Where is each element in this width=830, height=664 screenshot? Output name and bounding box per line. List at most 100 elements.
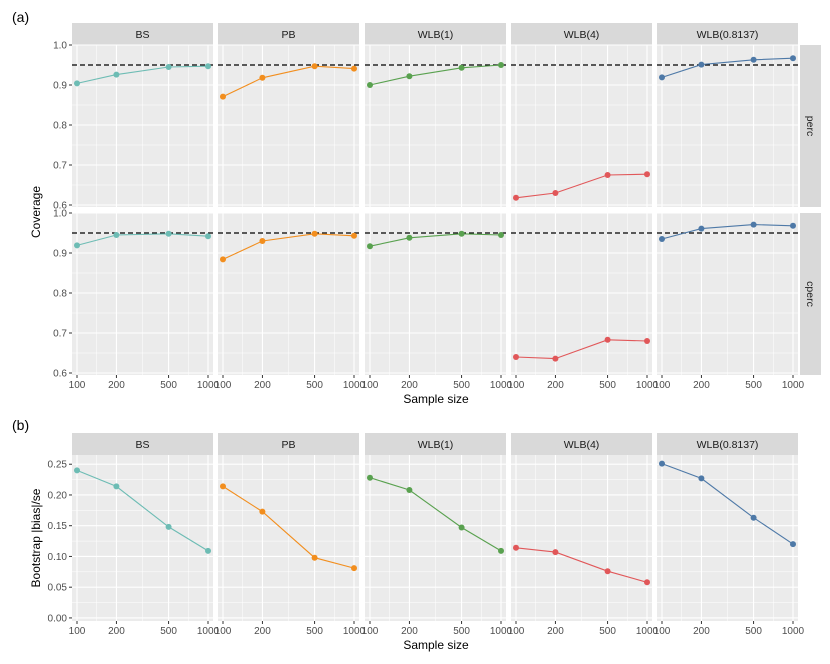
- x-tick-label: 500: [453, 626, 470, 637]
- panel-b-pb: [218, 455, 359, 621]
- data-point: [698, 475, 705, 482]
- x-tick-label: 500: [160, 626, 177, 637]
- data-point: [74, 80, 80, 87]
- data-point: [259, 74, 266, 81]
- data-point: [750, 56, 757, 63]
- panel-wlb-0-8137-cperc: [657, 212, 798, 375]
- data-point: [659, 236, 665, 242]
- x-tick-label: 1000: [782, 380, 805, 391]
- data-point: [790, 55, 796, 62]
- x-tick-label: 200: [254, 626, 271, 637]
- data-point: [259, 238, 266, 244]
- data-point: [790, 222, 796, 229]
- panel-wlb-4-cperc: [511, 212, 652, 375]
- series-line-wlb-4: [515, 173, 648, 199]
- data-point: [498, 547, 504, 554]
- panel-bs-perc: 0.6 0.7 0.8 0.9 1.0: [53, 41, 213, 212]
- strip-label: BS: [135, 439, 149, 451]
- panel-pb-cperc: [218, 212, 359, 375]
- series-line-wlb-1: [369, 64, 502, 86]
- data-point: [604, 568, 611, 575]
- x-tick-label: 100: [215, 626, 232, 637]
- x-tick-label: 1000: [636, 626, 659, 637]
- data-point: [498, 62, 504, 68]
- x-axis-wlb-0-8137: 100 200 500 1000: [654, 375, 805, 391]
- data-point: [458, 230, 465, 237]
- x-tick-label: 200: [108, 626, 125, 637]
- strip-background: [657, 433, 798, 455]
- data-point: [113, 483, 120, 490]
- data-point: [750, 514, 757, 521]
- strip-label: cperc: [804, 281, 816, 307]
- panel-wlb-0-8137-perc: [657, 44, 798, 207]
- series-line-pb: [222, 233, 355, 260]
- panel-b-bs: 0.00 0.05 0.10 0.15 0.20 0.25: [48, 455, 213, 624]
- series-line-wlb-4: [515, 339, 648, 360]
- x-tick-label: 500: [599, 626, 616, 637]
- strip-background: [218, 433, 359, 455]
- y-tick-label: 0.8: [53, 289, 67, 300]
- panel-wlb-4-perc: [511, 44, 652, 207]
- series-line-bs: [76, 469, 209, 552]
- data-point: [513, 354, 519, 360]
- facet-strip-bs: BS: [72, 23, 213, 45]
- x-tick-label: 500: [453, 380, 470, 391]
- data-point: [351, 565, 357, 572]
- strip-background: [511, 23, 652, 45]
- y-axis-title: Coverage: [29, 186, 43, 238]
- data-point: [644, 171, 650, 178]
- series-line-wlb-0-8137: [661, 57, 794, 78]
- y-tick-label: 0.7: [53, 329, 67, 340]
- strip-background: [72, 433, 213, 455]
- facet-strip-wlb-4: WLB(4): [511, 23, 652, 45]
- x-tick-label: 100: [362, 626, 379, 637]
- y-tick-label: 0.6: [53, 369, 67, 380]
- data-point: [604, 172, 611, 178]
- x-axis-wlb-4: 100 200 500 1000: [508, 375, 659, 391]
- data-point: [311, 230, 318, 237]
- x-tick-label: 100: [215, 380, 232, 391]
- y-tick-label: 0.8: [53, 121, 67, 132]
- y-tick-label: 0.9: [53, 81, 67, 92]
- x-axis-bs: 100 200 500 1000: [69, 375, 220, 391]
- x-tick-label: 200: [547, 380, 564, 391]
- panel-b-wlb-4: [511, 455, 652, 621]
- data-point: [205, 547, 211, 554]
- panel-b-wlb-1: [365, 455, 506, 621]
- x-axis-pb: 100 200 500 1000: [215, 375, 366, 391]
- x-tick-label: 500: [306, 626, 323, 637]
- x-tick-label: 1000: [197, 380, 220, 391]
- data-point: [552, 355, 559, 362]
- row-strip-cperc: cperc: [800, 213, 821, 375]
- facet-strip-wlb-0-8137: WLB(0.8137): [657, 433, 798, 455]
- y-tick-label: 1.0: [53, 41, 67, 52]
- data-point: [311, 63, 318, 70]
- facet-strip-pb: PB: [218, 23, 359, 45]
- facet-strip-bs: BS: [72, 433, 213, 455]
- strip-background: [365, 433, 506, 455]
- data-point: [74, 467, 80, 474]
- data-point: [165, 230, 172, 237]
- strip-background: [800, 213, 821, 375]
- data-point: [205, 233, 211, 240]
- data-point: [351, 65, 357, 72]
- x-axis-title: Sample size: [403, 392, 469, 406]
- data-point: [220, 93, 226, 100]
- data-point: [367, 474, 373, 481]
- y-axis-title: Bootstrap |bias|/se: [29, 488, 43, 587]
- series-line-pb: [222, 485, 355, 569]
- data-point: [644, 338, 650, 344]
- panel-bs-cperc: 0.6 0.7 0.8 0.9 1.0: [53, 209, 213, 380]
- x-tick-label: 100: [508, 626, 525, 637]
- data-point: [604, 336, 611, 343]
- x-tick-label: 100: [654, 380, 671, 391]
- data-point: [552, 549, 559, 556]
- data-point: [498, 232, 504, 238]
- x-tick-label: 100: [654, 626, 671, 637]
- x-tick-label: 1000: [636, 380, 659, 391]
- strip-label: WLB(1): [418, 29, 454, 41]
- y-tick-label: 0.25: [48, 460, 68, 471]
- x-tick-label: 100: [69, 626, 86, 637]
- data-point: [790, 541, 796, 548]
- panel-label-b: (b): [12, 417, 29, 433]
